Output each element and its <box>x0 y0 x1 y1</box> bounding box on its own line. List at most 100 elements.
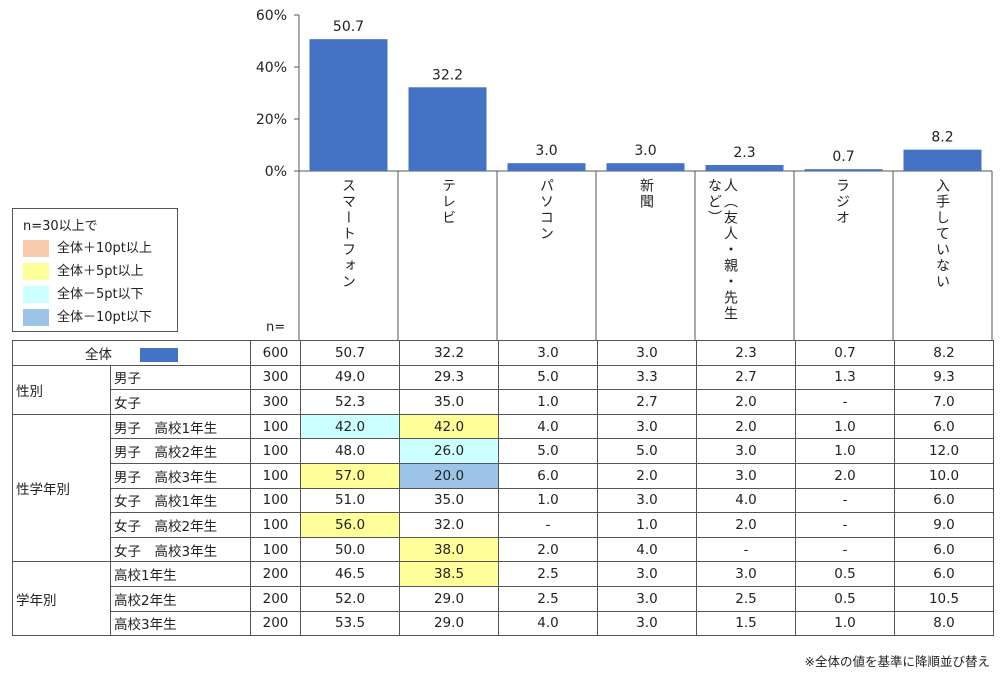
n-cell: 200 <box>250 585 301 612</box>
row-label: 男子 高校3年生 <box>110 462 251 489</box>
value-cell: 42.0 <box>300 413 400 440</box>
value-cell: 2.0 <box>696 413 796 440</box>
table-row: 女子 高校3年生 100 50.0 38.0 2.0 4.0- -6.0 <box>13 536 994 563</box>
value-cell: 32.0 <box>399 512 499 538</box>
value-cell: 8.2 <box>894 340 994 366</box>
value-cell: 2.3 <box>696 340 796 366</box>
value-cell: 29.3 <box>399 364 499 391</box>
legend-title: n=30以上で <box>23 219 98 234</box>
n-cell: 100 <box>250 413 301 440</box>
bar <box>507 163 586 171</box>
value-cell: 2.0 <box>696 512 796 538</box>
value-cell: 42.0 <box>399 413 499 440</box>
value-cell: 0.7 <box>795 340 895 366</box>
table-row: 性学年別 男子 高校1年生 100 42.0 42.0 4.0 3.0 2.0 1.0 6.0 <box>12 413 994 563</box>
value-cell: 3.3 <box>597 364 697 391</box>
value-cell: 3.0 <box>696 438 796 464</box>
value-cell: 4.0 <box>498 413 598 440</box>
value-cell: 4.0 <box>597 536 697 563</box>
value-cell: 3.0 <box>597 585 697 612</box>
data-table: 全体 600 50.7 32.2 3.0 3.0 2.3 0.7 8.2 性別 男子 300 49.0 2… <box>12 340 994 637</box>
row-label: 男子 高校1年生 <box>110 413 251 440</box>
row-label: 高校1年生 <box>110 561 251 587</box>
value-cell: 2.5 <box>696 585 796 612</box>
value-cell: 6.0 <box>498 462 598 489</box>
bar <box>309 39 388 172</box>
legend-item-minus5: 全体－5pt以下 <box>23 285 144 305</box>
category-label: 入手していない <box>934 178 950 290</box>
value-cell: 3.0 <box>597 610 697 637</box>
value-cell: 1.5 <box>696 610 796 637</box>
n-cell: 300 <box>250 364 301 391</box>
value-cell: 1.0 <box>795 413 895 440</box>
n-label: n= <box>266 320 286 335</box>
category-label: 新聞 <box>638 178 654 210</box>
value-cell: - <box>795 389 895 415</box>
value-cell: 3.0 <box>696 561 796 587</box>
value-cell: 5.0 <box>498 364 598 391</box>
value-cell: 1.0 <box>498 487 598 514</box>
value-cell: - <box>795 536 895 563</box>
value-cell: 2.0 <box>696 389 796 415</box>
y-tick-label: 60% <box>256 8 287 24</box>
value-cell: 50.0 <box>300 536 400 563</box>
n-cell: 200 <box>250 610 301 637</box>
footnote: ※全体の値を基準に降順並び替え <box>804 654 990 669</box>
value-cell: 1.0 <box>597 512 697 538</box>
value-cell: 3.0 <box>597 487 697 514</box>
row-label-text: 全体 <box>85 346 112 363</box>
value-cell: 9.0 <box>894 512 994 538</box>
legend: n=30以上で 全体＋10pt以上 全体＋5pt以上 全体－5pt以下 全体－1… <box>12 208 178 332</box>
n-cell: 600 <box>250 340 301 366</box>
value-cell: 6.0 <box>894 536 994 563</box>
value-cell: 35.0 <box>399 487 499 514</box>
row-label: 女子 <box>110 389 251 415</box>
group-label: 性学年別 <box>12 413 111 563</box>
bar <box>408 87 487 171</box>
value-cell: 2.5 <box>498 585 598 612</box>
value-cell: 12.0 <box>894 438 994 464</box>
legend-label: 全体＋10pt以上 <box>57 241 152 256</box>
row-label: 全体 <box>12 340 251 366</box>
value-cell: 35.0 <box>399 389 499 415</box>
bar-value-label: 50.7 <box>333 19 364 35</box>
value-cell: 10.5 <box>894 585 994 612</box>
value-cell: 1.0 <box>498 389 598 415</box>
table-row: 女子 300 52.3 35.0 1.0 2.7 2.0-7.0 <box>13 389 994 415</box>
value-cell: 2.7 <box>597 389 697 415</box>
value-cell: 1.3 <box>795 364 895 391</box>
value-cell: 50.7 <box>300 340 400 366</box>
legend-item-minus10: 全体－10pt以下 <box>23 308 152 328</box>
row-label: 高校3年生 <box>110 610 251 637</box>
legend-swatch <box>23 263 49 280</box>
value-cell: 57.0 <box>300 462 400 489</box>
category-label: スマートフォン <box>340 178 356 290</box>
value-cell: 3.0 <box>597 413 697 440</box>
y-tick-label: 40% <box>256 60 287 76</box>
n-cell: 100 <box>250 462 301 489</box>
table-row: 高校3年生 200 53.5 29.0 4.0 3.0 1.5 1.0 8.0 <box>13 610 994 637</box>
value-cell: - <box>696 536 796 563</box>
bar-value-label: 32.2 <box>432 67 463 83</box>
value-cell: - <box>795 512 895 538</box>
value-cell: 2.7 <box>696 364 796 391</box>
value-cell: 3.0 <box>498 340 598 366</box>
value-cell: 2.5 <box>498 561 598 587</box>
bar-value-label: 0.7 <box>832 149 854 165</box>
y-tick-label: 20% <box>256 112 287 128</box>
total-bar-icon <box>140 347 178 362</box>
value-cell: - <box>795 487 895 514</box>
table-row: 学年別 高校1年生 200 46.5 38.5 2.5 3.0 3.0 0.5 6.0 <box>12 561 994 637</box>
value-cell: 46.5 <box>300 561 400 587</box>
row-label: 女子 高校3年生 <box>110 536 251 563</box>
value-cell: 52.3 <box>300 389 400 415</box>
value-cell: 7.0 <box>894 389 994 415</box>
value-cell: 10.0 <box>894 462 994 489</box>
category-label: パソコン <box>538 178 554 242</box>
value-cell: 20.0 <box>399 462 499 489</box>
value-cell: 4.0 <box>696 487 796 514</box>
value-cell: 48.0 <box>300 438 400 464</box>
n-cell: 100 <box>250 438 301 464</box>
value-cell: 26.0 <box>399 438 499 464</box>
table-row: 男子 高校2年生 100 48.0 26.0 5.0 5.0 3.0 1.0 12.0 <box>13 438 994 464</box>
